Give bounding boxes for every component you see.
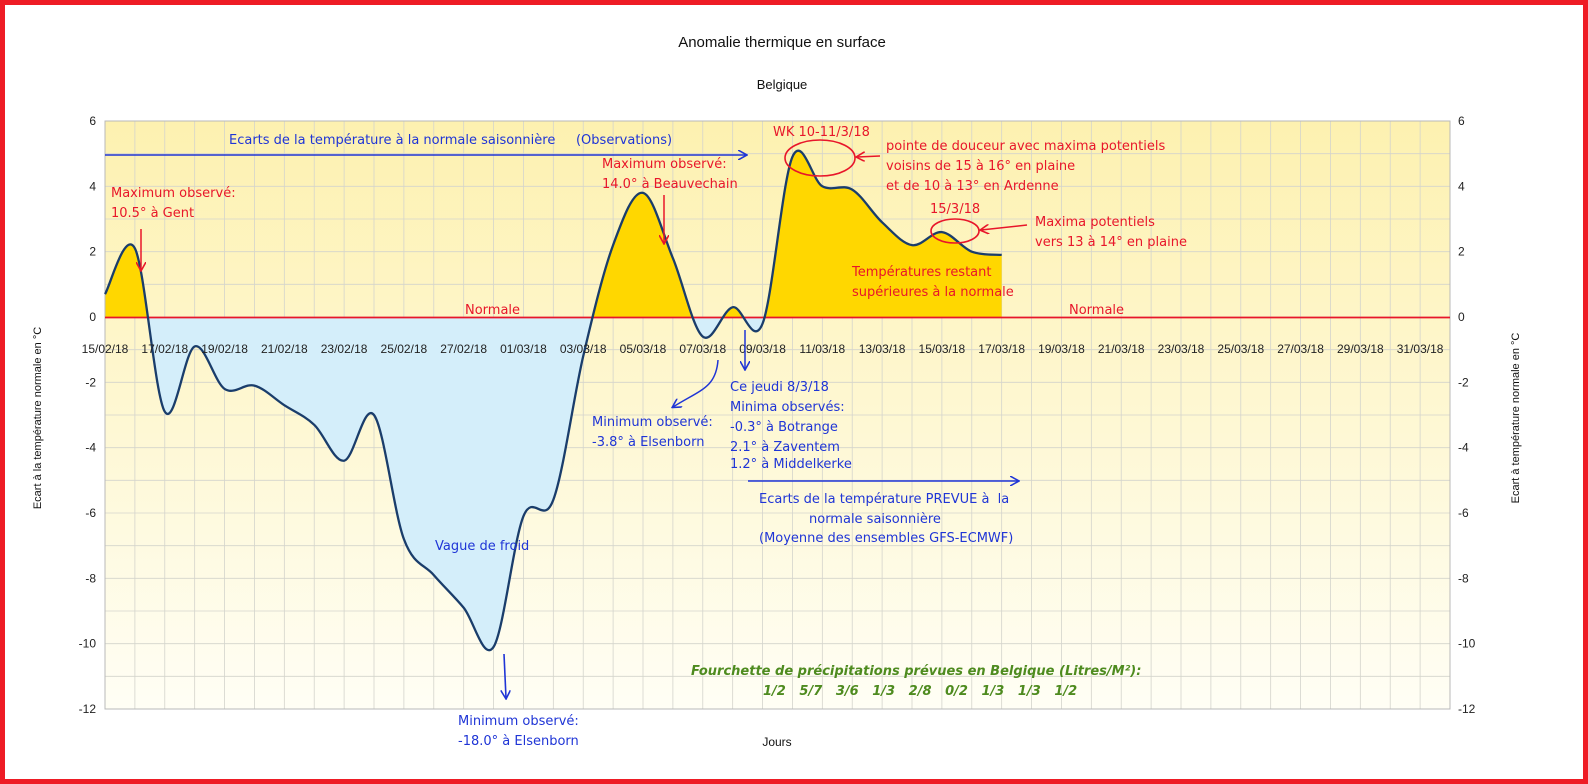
x-tick: 19/02/18 (201, 342, 248, 356)
y-tick-left: -8 (85, 571, 96, 585)
x-axis-label: Jours (762, 735, 791, 749)
date-15-label: 15/3/18 (930, 202, 980, 217)
x-tick: 03/03/18 (560, 342, 607, 356)
y-tick-right: -8 (1458, 571, 1469, 585)
prevue-line3: (Moyenne des ensembles GFS-ECMWF) (759, 531, 1013, 546)
x-tick: 23/03/18 (1158, 342, 1205, 356)
temp-restant-line2: supérieures à la normale (852, 285, 1014, 300)
x-tick: 27/02/18 (440, 342, 487, 356)
douceur-line1: pointe de douceur avec maxima potentiels (886, 139, 1165, 154)
y-tick-left: 6 (89, 114, 96, 128)
jeudi-line3: -0.3° à Botrange (730, 420, 838, 435)
x-tick: 17/03/18 (978, 342, 1025, 356)
min-els2-line1: Minimum observé: (458, 714, 579, 729)
x-tick: 15/03/18 (919, 342, 966, 356)
y-tick-left: 2 (89, 245, 96, 259)
chart-title: Anomalie thermique en surface (678, 34, 886, 51)
temp-restant-line1: Températures restant (851, 265, 991, 280)
x-tick: 13/03/18 (859, 342, 906, 356)
x-tick: 19/03/18 (1038, 342, 1085, 356)
x-tick: 15/02/18 (82, 342, 129, 356)
prevue-line1: Ecarts de la température PREVUE à la (759, 492, 1009, 507)
douceur-line2: voisins de 15 à 16° en plaine (886, 159, 1075, 174)
x-tick: 01/03/18 (500, 342, 547, 356)
min-els2-line2: -18.0° à Elsenborn (458, 734, 579, 749)
x-tick: 09/03/18 (739, 342, 786, 356)
positive-anomaly-area (105, 150, 1002, 318)
y-tick-right: 0 (1458, 310, 1465, 324)
chart-subtitle: Belgique (757, 77, 808, 92)
normale-label-right: Normale (1069, 303, 1124, 318)
y-tick-right: -6 (1458, 506, 1469, 520)
y-tick-left: 4 (89, 179, 96, 193)
y-tick-left: -6 (85, 506, 96, 520)
vague-label: Vague de froid (435, 539, 529, 554)
y-tick-right: -10 (1458, 637, 1476, 651)
x-tick: 21/03/18 (1098, 342, 1145, 356)
x-tick: 31/03/18 (1397, 342, 1444, 356)
x-tick: 07/03/18 (679, 342, 726, 356)
wk-label: WK 10-11/3/18 (773, 125, 870, 140)
precip-values: 1/2 5/7 3/6 1/3 2/8 0/2 1/3 1/3 1/2 (763, 684, 1077, 699)
precip-title: Fourchette de précipitations prévues en … (691, 664, 1141, 679)
max-beauv-line2: 14.0° à Beauvechain (602, 177, 738, 192)
x-tick: 23/02/18 (321, 342, 368, 356)
max-gent-line1: Maximum observé: (111, 186, 236, 201)
observations-label: Ecarts de la température à la normale sa… (229, 133, 672, 148)
x-tick: 21/02/18 (261, 342, 308, 356)
y-axis-label-right: Ecart à température normale en °C (1510, 333, 1522, 504)
x-tick: 11/03/18 (799, 342, 845, 356)
douceur-arrow (857, 156, 881, 157)
maxima-pot-line2: vers 13 à 14° en plaine (1035, 235, 1187, 250)
jeudi-line4: 2.1° à Zaventem (730, 440, 840, 455)
y-tick-right: -2 (1458, 375, 1469, 389)
x-tick: 29/03/18 (1337, 342, 1384, 356)
plot-border (104, 120, 1451, 710)
y-tick-left: -4 (85, 441, 96, 455)
anomaly-line (103, 149, 1002, 652)
y-tick-right: -12 (1458, 702, 1476, 716)
negative-anomaly-area (147, 317, 765, 650)
douceur-line3: et de 10 à 13° en Ardenne (886, 179, 1059, 194)
prevue-line2: normale saisonnière (809, 512, 941, 527)
min-els2-arrow (504, 653, 506, 698)
y-tick-left: -12 (79, 702, 97, 716)
max-beauv-line1: Maximum observé: (602, 157, 727, 172)
min-els1-arrow (673, 359, 719, 407)
x-tick: 27/03/18 (1277, 342, 1324, 356)
maxima-pot-line1: Maxima potentiels (1035, 215, 1155, 230)
y-tick-right: 2 (1458, 245, 1465, 259)
x-tick: 17/02/18 (141, 342, 188, 356)
y-axis-label-left: Ecart à la température normale en °C (32, 327, 44, 509)
y-tick-right: -4 (1458, 441, 1469, 455)
max-gent-line2: 10.5° à Gent (111, 206, 194, 221)
jeudi-line1: Ce jeudi 8/3/18 (730, 380, 829, 395)
min-els1-line2: -3.8° à Elsenborn (592, 435, 705, 450)
normale-label-left: Normale (465, 303, 520, 318)
x-tick: 05/03/18 (620, 342, 667, 356)
x-tick: 25/03/18 (1217, 342, 1264, 356)
y-tick-left: -10 (79, 637, 97, 651)
min-els1-line1: Minimum observé: (592, 415, 713, 430)
y-tick-right: 4 (1458, 179, 1465, 193)
maxima-pot-arrow (981, 225, 1028, 230)
y-tick-right: 6 (1458, 114, 1465, 128)
y-tick-left: -2 (85, 375, 96, 389)
x-tick: 25/02/18 (381, 342, 428, 356)
y-tick-left: 0 (89, 310, 96, 324)
jeudi-line5: 1.2° à Middelkerke (730, 457, 852, 472)
jeudi-line2: Minima observés: (730, 400, 845, 415)
